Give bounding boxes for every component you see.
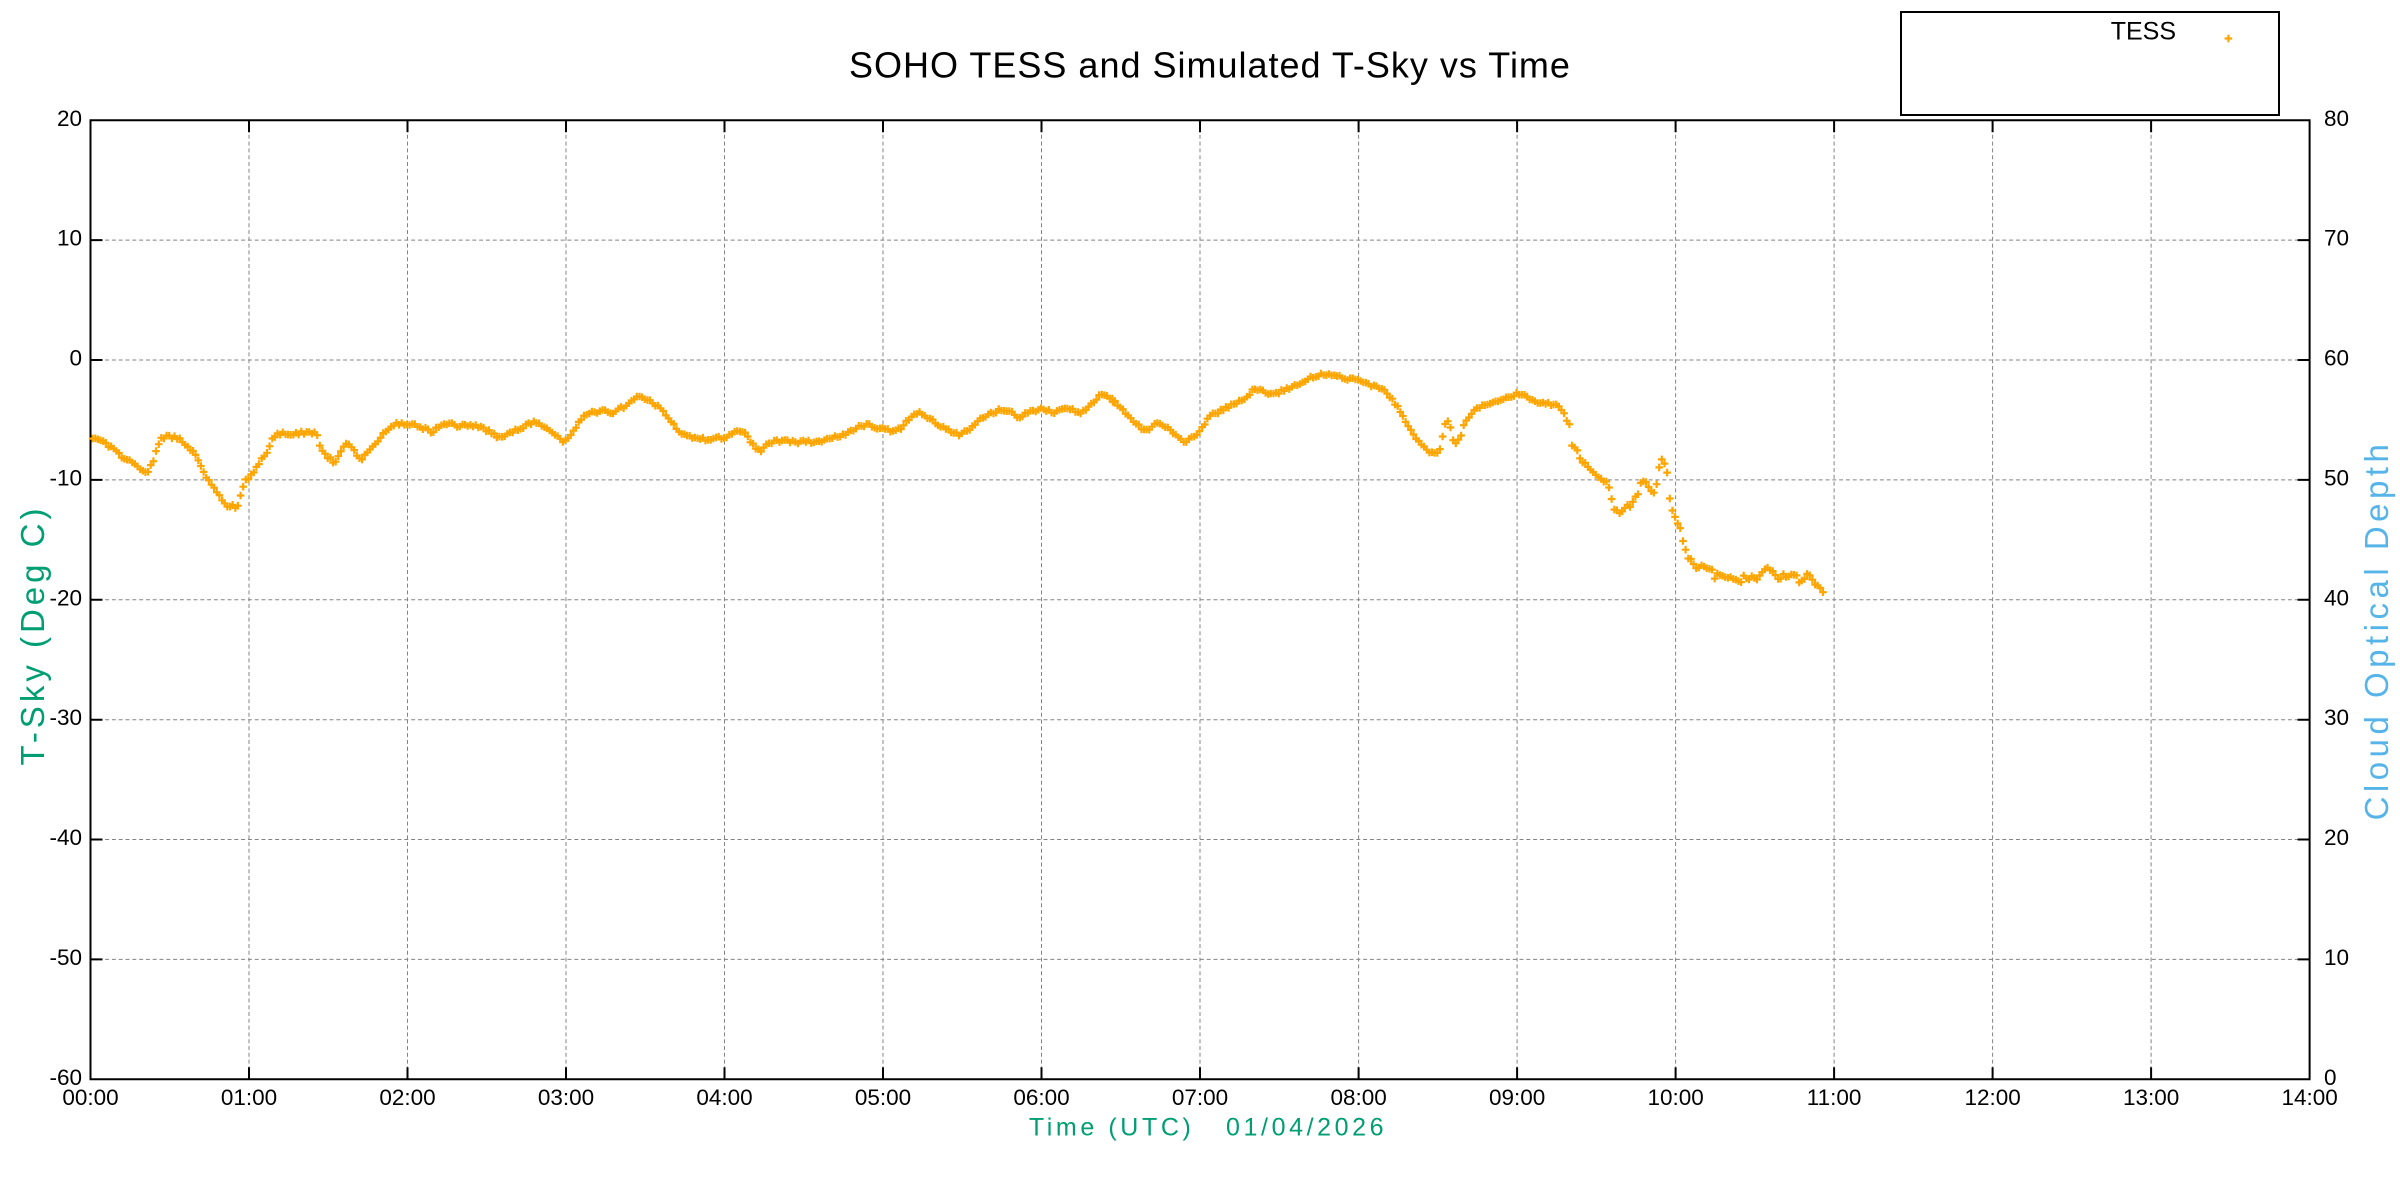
svg-text:02:00: 02:00 (379, 1085, 435, 1110)
svg-text:40: 40 (2324, 585, 2349, 610)
svg-text:10: 10 (57, 226, 82, 251)
svg-text:12:00: 12:00 (1964, 1085, 2020, 1110)
svg-text:20: 20 (57, 106, 82, 131)
svg-text:Time (UTC) 01/04/2026: Time (UTC) 01/04/2026 (1029, 1114, 1387, 1142)
svg-text:09:00: 09:00 (1489, 1085, 1545, 1110)
svg-text:-30: -30 (49, 705, 82, 730)
svg-text:SOHO TESS and Simulated T-Sky: SOHO TESS and Simulated T-Sky vs Time (849, 45, 1571, 86)
svg-text:11:00: 11:00 (1807, 1085, 1862, 1110)
svg-text:10: 10 (2324, 945, 2349, 970)
svg-text:30: 30 (2324, 705, 2349, 730)
svg-text:00:00: 00:00 (62, 1085, 118, 1110)
svg-text:10:00: 10:00 (1647, 1085, 1703, 1110)
svg-text:-60: -60 (49, 1065, 82, 1090)
svg-text:01:00: 01:00 (221, 1085, 277, 1110)
svg-text:07:00: 07:00 (1172, 1085, 1228, 1110)
svg-text:-40: -40 (49, 825, 82, 850)
svg-text:14:00: 14:00 (2281, 1085, 2337, 1110)
svg-text:20: 20 (2324, 825, 2349, 850)
svg-text:50: 50 (2324, 465, 2349, 490)
svg-text:60: 60 (2324, 346, 2349, 371)
svg-text:80: 80 (2324, 106, 2349, 131)
svg-text:08:00: 08:00 (1330, 1085, 1386, 1110)
svg-text:70: 70 (2324, 226, 2349, 251)
svg-text:13:00: 13:00 (2123, 1085, 2179, 1110)
svg-text:03:00: 03:00 (538, 1085, 594, 1110)
svg-text:04:00: 04:00 (696, 1085, 752, 1110)
svg-text:06:00: 06:00 (1013, 1085, 1069, 1110)
svg-text:-50: -50 (49, 945, 82, 970)
svg-text:05:00: 05:00 (855, 1085, 911, 1110)
svg-text:T-Sky (Deg C): T-Sky (Deg C) (14, 504, 51, 765)
svg-text:Cloud Optical Depth: Cloud Optical Depth (2358, 440, 2395, 821)
svg-text:-10: -10 (49, 465, 82, 490)
svg-text:TESS: TESS (2111, 18, 2176, 46)
svg-text:0: 0 (69, 346, 82, 371)
svg-text:-20: -20 (49, 585, 82, 610)
svg-text:0: 0 (2324, 1065, 2337, 1090)
